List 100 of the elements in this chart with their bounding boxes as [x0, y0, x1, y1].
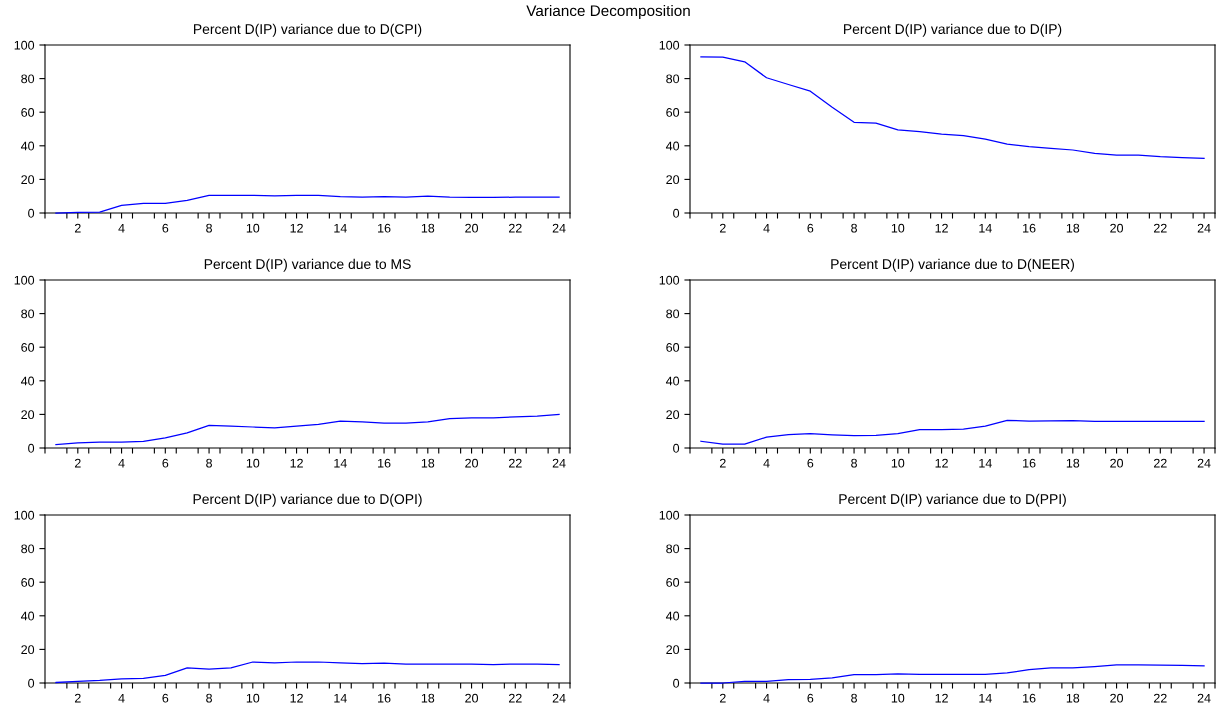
x-tick-label: 8	[851, 458, 857, 468]
line-series	[700, 664, 1205, 684]
y-tick-label: 100	[14, 275, 35, 285]
x-tick-label: 12	[935, 223, 948, 233]
y-tick-label: 40	[665, 376, 680, 386]
y-tick-label: 40	[20, 376, 35, 386]
y-tick-label: 100	[659, 510, 680, 520]
x-tick-label: 18	[1066, 693, 1080, 703]
x-tick-label: 12	[935, 693, 948, 703]
x-tick-label: 20	[1110, 223, 1124, 233]
x-tick-label: 14	[334, 223, 347, 233]
x-tick-label: 10	[246, 223, 260, 233]
x-tick-label: 18	[421, 693, 435, 703]
x-tick-label: 2	[74, 458, 81, 468]
y-tick-label: 20	[666, 410, 680, 420]
x-tick-label: 24	[1197, 223, 1211, 233]
y-tick-label: 20	[666, 645, 680, 655]
y-tick-label: 0	[673, 208, 680, 218]
x-tick-label: 8	[851, 223, 857, 233]
x-tick-label: 8	[206, 223, 212, 233]
line-series	[55, 194, 560, 214]
x-tick-label: 4	[763, 223, 770, 233]
x-tick-label: 14	[334, 458, 347, 468]
x-tick-label: 22	[1153, 458, 1167, 468]
x-tick-label: 10	[891, 693, 905, 703]
y-tick-label: 60	[21, 578, 35, 587]
x-tick-label: 12	[290, 223, 303, 233]
y-tick-label: 0	[673, 678, 680, 688]
y-tick-label: 40	[665, 611, 680, 621]
x-tick-label: 16	[1023, 458, 1036, 468]
y-tick-label: 0	[28, 678, 35, 688]
x-tick-label: 20	[1110, 693, 1124, 703]
x-tick-label: 20	[465, 693, 479, 703]
x-tick-label: 8	[206, 693, 212, 703]
x-tick-label: 16	[1023, 693, 1036, 703]
line-series	[700, 419, 1205, 445]
chart-title: Percent D(IP) variance due to D(OPI)	[193, 493, 422, 507]
x-tick-label: 18	[421, 458, 435, 468]
y-tick-label: 60	[21, 343, 35, 352]
x-tick-label: 4	[118, 458, 125, 468]
x-tick-label: 2	[74, 223, 81, 233]
x-tick-label: 14	[334, 693, 347, 703]
y-tick-label: 20	[21, 645, 35, 655]
x-tick-label: 6	[162, 223, 169, 233]
x-tick-label: 4	[118, 693, 125, 703]
x-tick-label: 12	[290, 458, 303, 468]
line-series	[55, 413, 560, 446]
x-tick-label: 10	[246, 693, 260, 703]
y-tick-label: 0	[673, 443, 680, 453]
x-tick-label: 24	[1197, 458, 1211, 468]
x-tick-label: 24	[552, 223, 566, 233]
y-tick-label: 40	[665, 141, 680, 151]
x-tick-label: 24	[1197, 693, 1211, 703]
line-series	[55, 661, 560, 684]
line-series	[700, 56, 1205, 160]
x-tick-label: 22	[1153, 223, 1167, 233]
y-tick-label: 100	[14, 510, 35, 520]
x-tick-label: 24	[552, 458, 566, 468]
text: Variance Decomposition	[526, 4, 690, 20]
y-tick-label: 80	[666, 544, 680, 554]
y-tick-label: 20	[21, 410, 35, 420]
y-tick-label: 80	[21, 544, 35, 554]
y-tick-label: 80	[21, 309, 35, 319]
x-tick-label: 4	[118, 223, 125, 233]
x-tick-label: 10	[891, 458, 905, 468]
chart-title: Percent D(IP) variance due to D(IP)	[844, 23, 1062, 37]
x-tick-label: 14	[979, 458, 992, 468]
y-tick-label: 60	[666, 343, 680, 352]
x-tick-label: 2	[719, 693, 726, 703]
x-tick-label: 22	[508, 458, 522, 468]
y-tick-label: 20	[21, 175, 35, 185]
x-tick-label: 14	[979, 223, 992, 233]
x-tick-label: 20	[465, 223, 479, 233]
x-tick-label: 22	[508, 693, 522, 703]
y-tick-label: 100	[14, 40, 35, 50]
x-tick-label: 4	[763, 458, 770, 468]
chart-title: Percent D(IP) variance due to D(NEER)	[831, 258, 1074, 272]
x-tick-label: 16	[1023, 223, 1036, 233]
x-tick-label: 20	[465, 458, 479, 468]
y-tick-label: 80	[21, 74, 35, 84]
x-tick-label: 16	[378, 223, 391, 233]
y-tick-label: 60	[666, 578, 680, 587]
y-tick-label: 100	[659, 275, 680, 285]
chart-title: Percent D(IP) variance due to D(PPI)	[839, 493, 1066, 507]
chart-title: Percent D(IP) variance due to D(CPI)	[194, 23, 422, 37]
x-tick-label: 12	[290, 693, 303, 703]
x-tick-label: 6	[807, 693, 814, 703]
x-tick-label: 2	[719, 458, 726, 468]
x-tick-label: 18	[1066, 223, 1080, 233]
x-tick-label: 6	[162, 693, 169, 703]
y-tick-label: 60	[21, 108, 35, 117]
x-tick-label: 10	[891, 223, 905, 233]
y-tick-label: 20	[666, 175, 680, 185]
x-tick-label: 6	[807, 458, 814, 468]
x-tick-label: 24	[552, 693, 566, 703]
x-tick-label: 6	[807, 223, 814, 233]
y-tick-label: 40	[20, 611, 35, 621]
y-tick-label: 80	[666, 74, 680, 84]
x-tick-label: 2	[74, 693, 81, 703]
y-tick-label: 80	[666, 309, 680, 319]
